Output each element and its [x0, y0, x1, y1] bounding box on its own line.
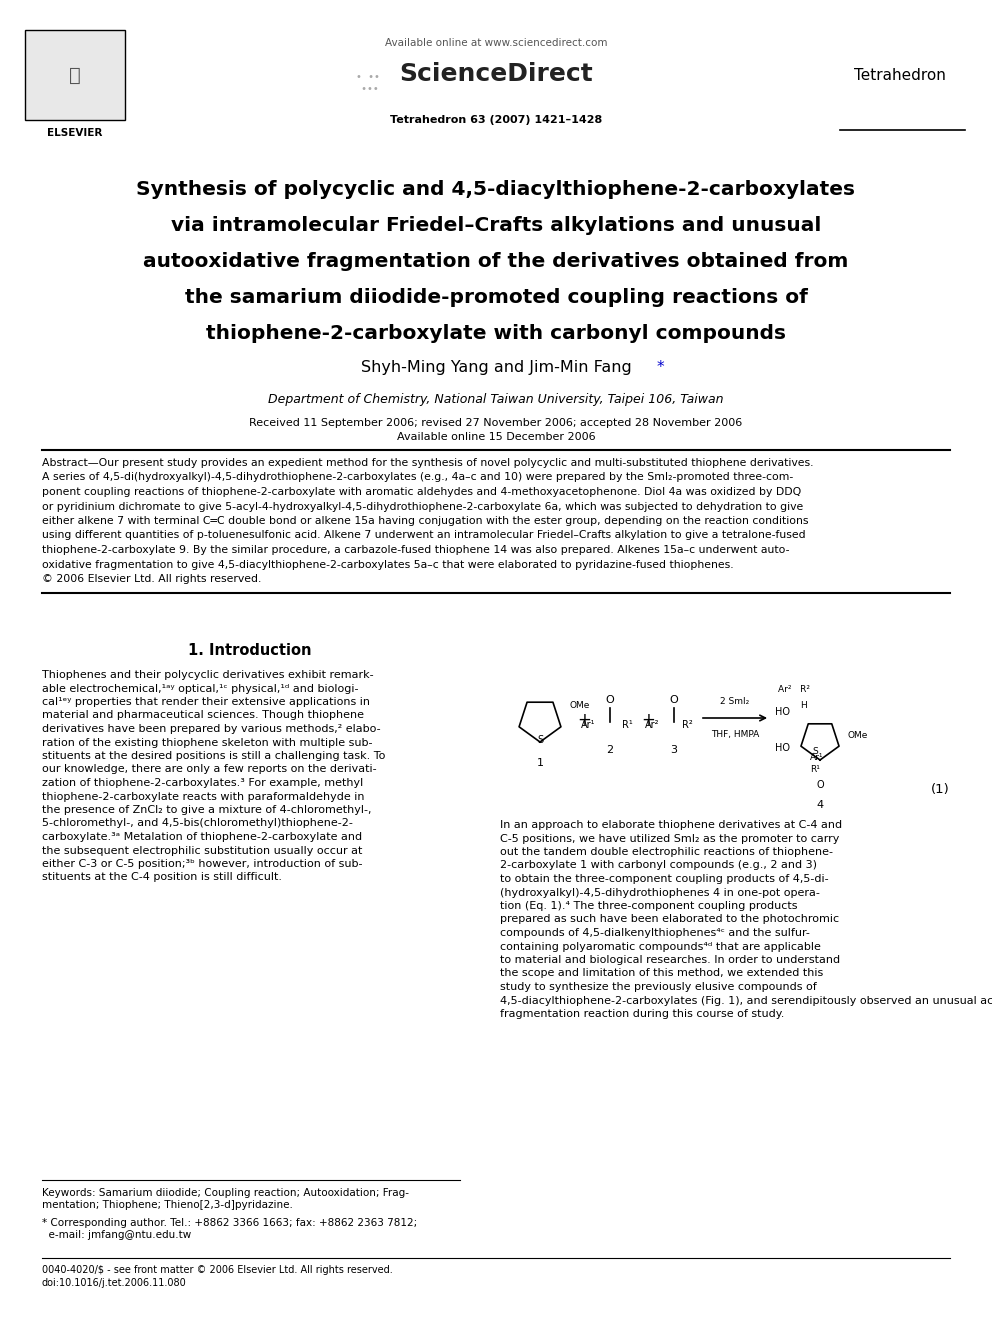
Text: fragmentation reaction during this course of study.: fragmentation reaction during this cours…: [500, 1009, 785, 1019]
Text: to obtain the three-component coupling products of 4,5-di-: to obtain the three-component coupling p…: [500, 875, 828, 884]
Text: S: S: [537, 736, 543, 745]
Text: thiophene-2-carboxylate reacts with paraformaldehyde in: thiophene-2-carboxylate reacts with para…: [42, 791, 364, 802]
Text: C-5 positions, we have utilized SmI₂ as the promoter to carry: C-5 positions, we have utilized SmI₂ as …: [500, 833, 839, 844]
Text: Available online at www.sciencedirect.com: Available online at www.sciencedirect.co…: [385, 38, 607, 48]
Text: HO: HO: [775, 706, 790, 717]
Text: * Corresponding author. Tel.: +8862 3366 1663; fax: +8862 2363 7812;: * Corresponding author. Tel.: +8862 3366…: [42, 1218, 418, 1228]
Text: material and pharmaceutical sciences. Though thiophene: material and pharmaceutical sciences. Th…: [42, 710, 364, 721]
Text: O: O: [606, 695, 614, 705]
Text: 0040-4020/$ - see front matter © 2006 Elsevier Ltd. All rights reserved.: 0040-4020/$ - see front matter © 2006 El…: [42, 1265, 393, 1275]
Text: 1. Introduction: 1. Introduction: [188, 643, 311, 658]
Text: Department of Chemistry, National Taiwan University, Taipei 106, Taiwan: Department of Chemistry, National Taiwan…: [268, 393, 724, 406]
Text: Abstract—Our present study provides an expedient method for the synthesis of nov: Abstract—Our present study provides an e…: [42, 458, 813, 468]
Text: (hydroxyalkyl)-4,5-dihydrothiophenes 4 in one-pot opera-: (hydroxyalkyl)-4,5-dihydrothiophenes 4 i…: [500, 888, 819, 897]
Text: H: H: [800, 700, 806, 709]
Text: oxidative fragmentation to give 4,5-diacylthiophene-2-carboxylates 5a–c that wer: oxidative fragmentation to give 4,5-diac…: [42, 560, 734, 569]
Text: R²: R²: [682, 720, 692, 730]
Text: ELSEVIER: ELSEVIER: [48, 128, 103, 138]
Text: compounds of 4,5-dialkenylthiophenes⁴ᶜ and the sulfur-: compounds of 4,5-dialkenylthiophenes⁴ᶜ a…: [500, 927, 809, 938]
Text: S: S: [812, 747, 817, 757]
Text: 1: 1: [537, 758, 544, 767]
Text: Shyh-Ming Yang and Jim-Min Fang: Shyh-Ming Yang and Jim-Min Fang: [361, 360, 631, 374]
Text: (1): (1): [931, 783, 950, 796]
Text: either alkene 7 with terminal C═C double bond or alkene 15a having conjugation w: either alkene 7 with terminal C═C double…: [42, 516, 808, 527]
Text: study to synthesize the previously elusive compounds of: study to synthesize the previously elusi…: [500, 982, 816, 992]
Text: Tetrahedron: Tetrahedron: [854, 67, 946, 83]
Text: Ar¹: Ar¹: [580, 720, 595, 730]
Text: the presence of ZnCl₂ to give a mixture of 4-chloromethyl-,: the presence of ZnCl₂ to give a mixture …: [42, 804, 371, 815]
Text: thiophene-2-carboxylate with carbonyl compounds: thiophene-2-carboxylate with carbonyl co…: [206, 324, 786, 343]
Text: © 2006 Elsevier Ltd. All rights reserved.: © 2006 Elsevier Ltd. All rights reserved…: [42, 574, 261, 583]
Text: +: +: [577, 710, 591, 729]
Text: zation of thiophene-2-carboxylates.³ For example, methyl: zation of thiophene-2-carboxylates.³ For…: [42, 778, 363, 789]
Text: either C-3 or C-5 position;³ᵇ however, introduction of sub-: either C-3 or C-5 position;³ᵇ however, i…: [42, 859, 362, 869]
Text: +: +: [641, 710, 655, 729]
Text: Thiophenes and their polycyclic derivatives exhibit remark-: Thiophenes and their polycyclic derivati…: [42, 669, 374, 680]
Text: using different quantities of p-toluenesulfonic acid. Alkene 7 underwent an intr: using different quantities of p-toluenes…: [42, 531, 806, 541]
Text: to material and biological researches. In order to understand: to material and biological researches. I…: [500, 955, 840, 964]
Text: 4: 4: [816, 800, 823, 810]
Text: stituents at the C-4 position is still difficult.: stituents at the C-4 position is still d…: [42, 872, 282, 882]
Text: our knowledge, there are only a few reports on the derivati-: our knowledge, there are only a few repo…: [42, 765, 377, 774]
Text: via intramolecular Friedel–Crafts alkylations and unusual: via intramolecular Friedel–Crafts alkyla…: [171, 216, 821, 235]
Text: R¹: R¹: [622, 720, 633, 730]
Text: 2: 2: [606, 745, 614, 755]
Text: *: *: [657, 360, 665, 374]
Text: In an approach to elaborate thiophene derivatives at C-4 and: In an approach to elaborate thiophene de…: [500, 820, 842, 830]
Text: O: O: [670, 695, 679, 705]
Text: Available online 15 December 2006: Available online 15 December 2006: [397, 433, 595, 442]
Text: ScienceDirect: ScienceDirect: [399, 62, 593, 86]
Text: derivatives have been prepared by various methods,² elabo-: derivatives have been prepared by variou…: [42, 724, 381, 734]
Text: O: O: [816, 781, 823, 790]
Text: doi:10.1016/j.tet.2006.11.080: doi:10.1016/j.tet.2006.11.080: [42, 1278, 186, 1289]
Text: the subsequent electrophilic substitution usually occur at: the subsequent electrophilic substitutio…: [42, 845, 362, 856]
Text: the scope and limitation of this method, we extended this: the scope and limitation of this method,…: [500, 968, 823, 979]
Text: autooxidative fragmentation of the derivatives obtained from: autooxidative fragmentation of the deriv…: [143, 251, 849, 271]
Text: HO: HO: [775, 744, 790, 753]
Text: 3: 3: [671, 745, 678, 755]
Text: Ar²   R²: Ar² R²: [778, 685, 810, 695]
Text: tion (Eq. 1).⁴ The three-component coupling products: tion (Eq. 1).⁴ The three-component coupl…: [500, 901, 798, 912]
Text: OMe: OMe: [570, 700, 590, 709]
Text: 🌲: 🌲: [69, 66, 81, 85]
Text: the samarium diiodide-promoted coupling reactions of: the samarium diiodide-promoted coupling …: [185, 288, 807, 307]
Text: out the tandem double electrophilic reactions of thiophene-: out the tandem double electrophilic reac…: [500, 847, 833, 857]
Text: containing polyaromatic compounds⁴ᵈ that are applicable: containing polyaromatic compounds⁴ᵈ that…: [500, 942, 820, 951]
Text: •  ••
 •••: • •• •••: [356, 71, 380, 94]
Text: 2 SmI₂: 2 SmI₂: [720, 697, 750, 706]
Text: Synthesis of polycyclic and 4,5-diacylthiophene-2-carboxylates: Synthesis of polycyclic and 4,5-diacylth…: [137, 180, 855, 198]
Text: Ar²: Ar²: [645, 720, 659, 730]
Text: thiophene-2-carboxylate 9. By the similar procedure, a carbazole-fused thiophene: thiophene-2-carboxylate 9. By the simila…: [42, 545, 790, 556]
Text: or pyridinium dichromate to give 5-acyl-4-hydroxyalkyl-4,5-dihydrothiophene-2-ca: or pyridinium dichromate to give 5-acyl-…: [42, 501, 804, 512]
Text: Received 11 September 2006; revised 27 November 2006; accepted 28 November 2006: Received 11 September 2006; revised 27 N…: [249, 418, 743, 429]
Text: 5-chloromethyl-, and 4,5-bis(chloromethyl)thiophene-2-: 5-chloromethyl-, and 4,5-bis(chloromethy…: [42, 819, 353, 828]
Text: OMe: OMe: [848, 730, 868, 740]
Text: carboxylate.³ᵃ Metalation of thiophene-2-carboxylate and: carboxylate.³ᵃ Metalation of thiophene-2…: [42, 832, 362, 841]
Text: stituents at the desired positions is still a challenging task. To: stituents at the desired positions is st…: [42, 751, 385, 761]
Text: ponent coupling reactions of thiophene-2-carboxylate with aromatic aldehydes and: ponent coupling reactions of thiophene-2…: [42, 487, 802, 497]
Bar: [25, 30, 125, 120]
Text: 2-carboxylate 1 with carbonyl compounds (e.g., 2 and 3): 2-carboxylate 1 with carbonyl compounds …: [500, 860, 817, 871]
Text: Ar¹: Ar¹: [810, 754, 823, 762]
Text: Tetrahedron 63 (2007) 1421–1428: Tetrahedron 63 (2007) 1421–1428: [390, 115, 602, 124]
Text: ration of the existing thiophene skeleton with multiple sub-: ration of the existing thiophene skeleto…: [42, 737, 373, 747]
Text: able electrochemical,¹ᵃʸ optical,¹ᶜ physical,¹ᵈ and biologi-: able electrochemical,¹ᵃʸ optical,¹ᶜ phys…: [42, 684, 358, 693]
Text: prepared as such have been elaborated to the photochromic: prepared as such have been elaborated to…: [500, 914, 839, 925]
Text: mentation; Thiophene; Thieno[2,3-d]pyridazine.: mentation; Thiophene; Thieno[2,3-d]pyrid…: [42, 1200, 293, 1211]
Text: Keywords: Samarium diiodide; Coupling reaction; Autooxidation; Frag-: Keywords: Samarium diiodide; Coupling re…: [42, 1188, 409, 1199]
Text: 4,5-diacylthiophene-2-carboxylates (Fig. 1), and serendipitously observed an unu: 4,5-diacylthiophene-2-carboxylates (Fig.…: [500, 995, 992, 1005]
Text: THF, HMPA: THF, HMPA: [711, 730, 759, 740]
Text: R¹: R¹: [810, 766, 819, 774]
Text: A series of 4,5-di(hydroxyalkyl)-4,5-dihydrothiophene-2-carboxylates (e.g., 4a–c: A series of 4,5-di(hydroxyalkyl)-4,5-dih…: [42, 472, 794, 483]
Text: e-mail: jmfang@ntu.edu.tw: e-mail: jmfang@ntu.edu.tw: [42, 1230, 191, 1240]
Text: cal¹ᵉʸ properties that render their extensive applications in: cal¹ᵉʸ properties that render their exte…: [42, 697, 370, 706]
